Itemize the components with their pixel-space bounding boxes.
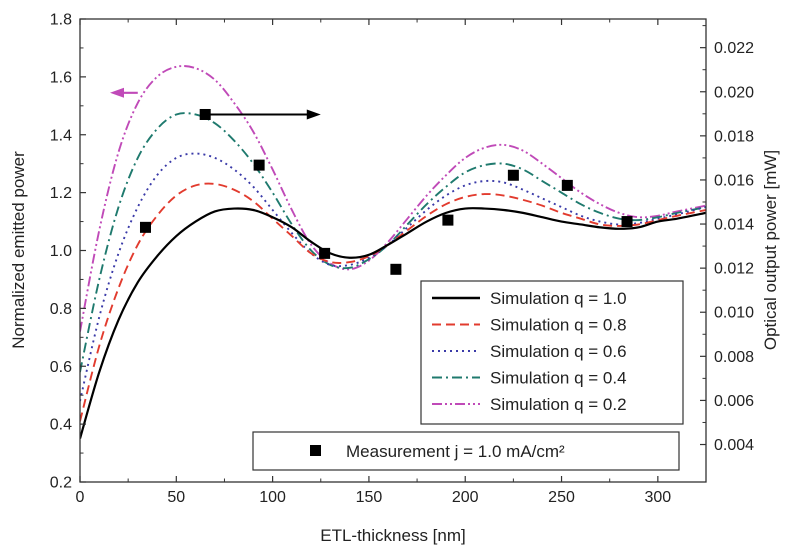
x-tick-label: 100 xyxy=(259,489,286,506)
legend-label-3: Simulation q = 0.6 xyxy=(490,342,627,361)
scatter-legend-label: Measurement j = 1.0 mA/cm² xyxy=(346,442,565,461)
scatter-legend: Measurement j = 1.0 mA/cm² xyxy=(252,431,680,471)
y2-tick-label: 0.020 xyxy=(714,84,754,101)
y2-tick-label: 0.008 xyxy=(714,349,754,366)
scatter-legend-frame xyxy=(252,431,680,471)
y-tick-label: 0.8 xyxy=(50,301,72,318)
measurement-point xyxy=(319,247,331,259)
measurement-point xyxy=(507,169,519,181)
arrow-layer xyxy=(110,87,321,120)
legend-label-5: Simulation q = 0.2 xyxy=(490,395,627,414)
legend-label-2: Simulation q = 0.8 xyxy=(490,316,627,335)
y-axis-left: 0.2 0.4 0.6 0.8 1.0 1.2 1.4 1.6 1.8 xyxy=(50,12,86,492)
y-tick-label: 1.6 xyxy=(50,69,72,86)
legend-frame xyxy=(420,280,684,425)
y-tick-label: 1.0 xyxy=(50,243,72,260)
arrow-left-head xyxy=(110,87,124,98)
x-tick-label: 250 xyxy=(548,489,575,506)
y2-axis-label: Optical output power [mW] xyxy=(761,150,780,350)
measurement-point xyxy=(390,263,402,275)
y2-tick-label: 0.012 xyxy=(714,261,754,278)
legend: Simulation q = 1.0 Simulation q = 0.8 Simu… xyxy=(420,280,684,425)
legend-label-4: Simulation q = 0.4 xyxy=(490,369,627,388)
y-tick-label: 1.2 xyxy=(50,185,72,202)
y2-tick-label: 0.016 xyxy=(714,172,754,189)
y2-tick-label: 0.004 xyxy=(714,437,754,454)
y-axis-right: 0.004 0.006 0.008 0.010 0.012 0.014 0.016 0.018… xyxy=(700,25,754,454)
y2-tick-label: 0.010 xyxy=(714,305,754,322)
y-axis-label: Normalized emitted power xyxy=(9,151,28,349)
series-line-4 xyxy=(80,112,706,373)
scatter-legend-marker xyxy=(310,445,321,456)
y-tick-label: 1.4 xyxy=(50,127,72,144)
x-tick-label: 300 xyxy=(644,489,671,506)
arrow-right-head xyxy=(306,109,321,120)
series-line-1 xyxy=(80,207,706,439)
y2-tick-label: 0.018 xyxy=(714,128,754,145)
y2-tick-label: 0.014 xyxy=(714,217,754,234)
measurement-point xyxy=(561,179,573,191)
x-axis-label: ETL-thickness [nm] xyxy=(320,526,466,545)
y-tick-label: 0.6 xyxy=(50,359,72,376)
series-layer xyxy=(80,65,706,439)
measurement-point xyxy=(621,216,633,228)
series-line-3 xyxy=(80,152,706,402)
y-tick-label: 0.4 xyxy=(50,417,72,434)
measurement-point xyxy=(253,159,265,171)
x-axis: 0 50 100 150 200 250 300 xyxy=(76,19,671,506)
series-line-5 xyxy=(80,65,706,332)
y2-tick-label: 0.006 xyxy=(714,393,754,410)
y-tick-label: 0.2 xyxy=(50,475,72,492)
y-tick-label: 1.8 xyxy=(50,12,72,29)
measurement-point xyxy=(442,214,454,226)
y2-tick-label: 0.022 xyxy=(714,40,754,57)
x-tick-label: 0 xyxy=(76,489,85,506)
legend-items: Simulation q = 1.0 Simulation q = 0.8 Simu… xyxy=(432,289,627,414)
measurement-point xyxy=(139,221,151,233)
x-tick-label: 200 xyxy=(452,489,479,506)
x-tick-label: 50 xyxy=(167,489,185,506)
legend-label-1: Simulation q = 1.0 xyxy=(490,289,627,308)
x-tick-label: 150 xyxy=(356,489,383,506)
